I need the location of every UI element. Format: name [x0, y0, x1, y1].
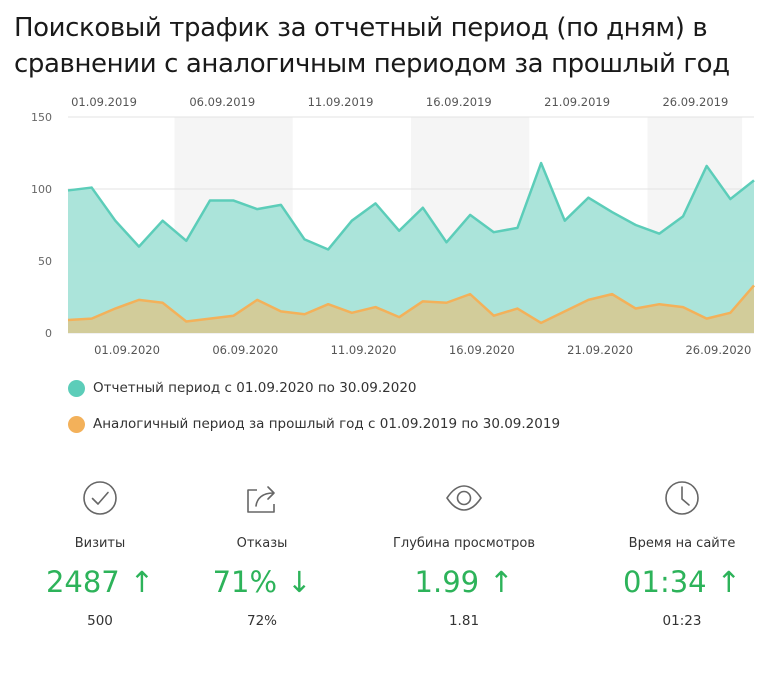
- metric-visits-label: Визиты: [74, 536, 126, 551]
- clock-icon: [665, 481, 699, 515]
- metric-time-label: Время на сайте: [628, 536, 736, 551]
- metric-visits-previous: 500: [87, 613, 113, 629]
- metric-bounces: Отказы 71% ↓ 72%: [162, 478, 362, 629]
- x-bottom-tick-label: 26.09.2020: [685, 343, 751, 357]
- y-tick-label: 0: [45, 327, 52, 340]
- chart-title-line-1: Поисковый трафик за отчетный период (по …: [14, 13, 708, 43]
- x-bottom-tick-label: 21.09.2020: [567, 343, 633, 357]
- chart-title-line-2: сравнении с аналогичным периодом за прош…: [14, 49, 730, 79]
- trend-down-icon: ↓: [287, 565, 312, 599]
- metric-depth: Глубина просмотров 1.99 ↑ 1.81: [364, 478, 564, 629]
- x-top-tick-label: 06.09.2019: [189, 95, 255, 109]
- x-bottom-tick-label: 16.09.2020: [449, 343, 515, 357]
- chart-title: Поисковый трафик за отчетный период (по …: [14, 10, 774, 82]
- x-bottom-tick-label: 11.09.2020: [331, 343, 397, 357]
- eye-icon: [446, 485, 482, 511]
- chart-legend: Отчетный период с 01.09.2020 по 30.09.20…: [68, 378, 560, 450]
- metric-time-value: 01:34 ↑: [623, 565, 741, 599]
- trend-up-icon: ↑: [489, 565, 514, 599]
- metric-time-previous: 01:23: [662, 613, 702, 629]
- area-chart: 0 50 100 150 01.09.2019 06.09.2019 11.09.2019 1…: [31, 95, 755, 357]
- metrics-panel: Визиты 2487 ↑ 500 Отказы 71% ↓ 72% Глубина…: [0, 478, 783, 658]
- metric-time-on-site: Время на сайте 01:34 ↑ 01:23: [582, 478, 782, 629]
- y-tick-label: 150: [31, 111, 52, 124]
- metric-visits: Визиты 2487 ↑ 500: [0, 478, 200, 629]
- series-line-current: [67, 161, 755, 251]
- checkmark-circle-icon: [83, 481, 117, 515]
- legend-label-previous: Аналогичный период за прошлый год с 01.0…: [93, 416, 561, 432]
- y-tick-label: 100: [31, 183, 52, 196]
- x-top-tick-label: 26.09.2019: [662, 95, 728, 109]
- x-top-tick-label: 01.09.2019: [71, 95, 137, 109]
- metric-depth-value: 1.99 ↑: [414, 565, 514, 599]
- metric-depth-previous: 1.81: [448, 613, 480, 629]
- metric-bounces-previous: 72%: [246, 613, 277, 629]
- share-arrow-icon: [247, 486, 275, 513]
- legend-item-previous[interactable]: Аналогичный период за прошлый год с 01.0…: [68, 414, 560, 434]
- x-bottom-tick-label: 01.09.2020: [94, 343, 160, 357]
- legend-label-current: Отчетный период с 01.09.2020 по 30.09.20…: [93, 380, 417, 396]
- metric-bounces-label: Отказы: [236, 536, 288, 551]
- x-top-tick-label: 11.09.2019: [308, 95, 374, 109]
- metric-bounces-value: 71% ↓: [212, 565, 312, 599]
- series-area-previous: [68, 285, 754, 333]
- legend-dot-current: [68, 379, 85, 397]
- series-line-previous: [67, 284, 755, 325]
- x-top-tick-label: 16.09.2019: [426, 95, 492, 109]
- y-tick-label: 50: [38, 255, 52, 268]
- legend-item-current[interactable]: Отчетный период с 01.09.2020 по 30.09.20…: [68, 378, 560, 398]
- x-top-tick-label: 21.09.2019: [544, 95, 610, 109]
- x-bottom-tick-label: 06.09.2020: [212, 343, 278, 357]
- metric-depth-label: Глубина просмотров: [392, 536, 536, 551]
- trend-up-icon: ↑: [129, 565, 155, 599]
- series-area-current: [68, 163, 754, 333]
- metric-visits-value: 2487 ↑: [45, 565, 155, 599]
- legend-dot-previous: [68, 415, 85, 433]
- trend-up-icon: ↑: [716, 565, 741, 599]
